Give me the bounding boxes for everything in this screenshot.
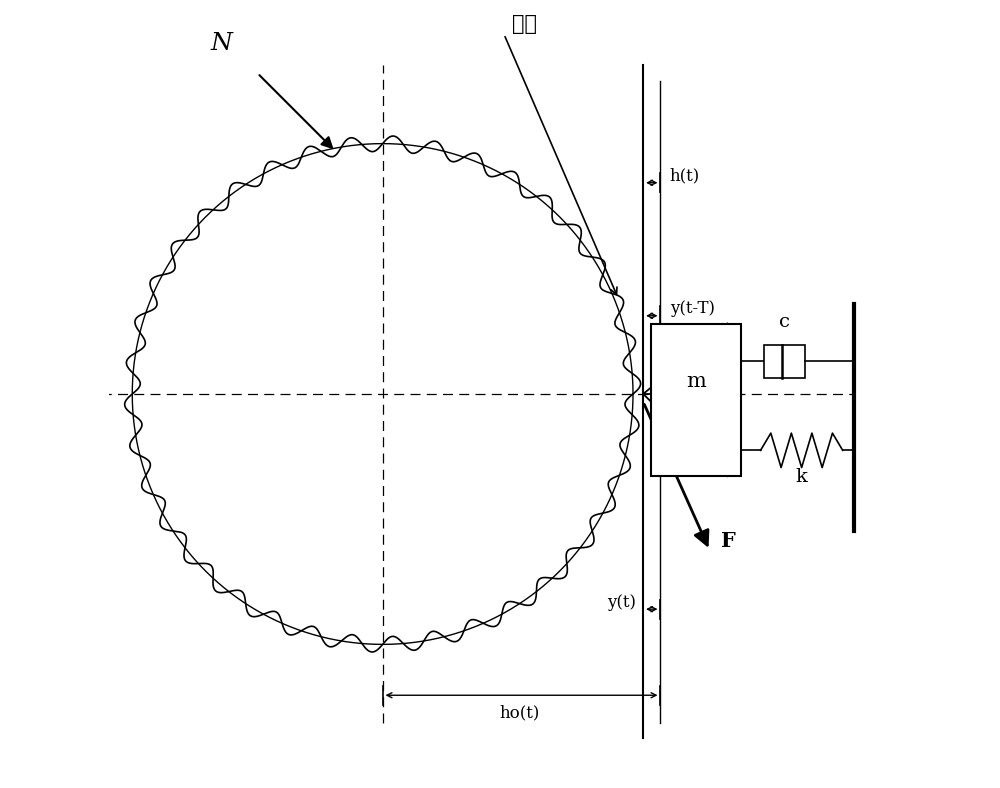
Text: ho(t): ho(t)	[500, 704, 540, 721]
Bar	[764, 344, 805, 377]
Text: m: m	[686, 372, 706, 391]
Text: N: N	[210, 32, 232, 54]
Text: F: F	[721, 530, 736, 551]
Text: y(t-T): y(t-T)	[670, 300, 715, 318]
Bar	[651, 324, 741, 476]
Text: y(t): y(t)	[607, 594, 636, 611]
Text: θ: θ	[694, 431, 705, 449]
Text: h(t): h(t)	[670, 167, 700, 184]
Text: c: c	[779, 314, 790, 332]
Text: 工件: 工件	[512, 15, 537, 34]
Text: k: k	[796, 467, 808, 485]
